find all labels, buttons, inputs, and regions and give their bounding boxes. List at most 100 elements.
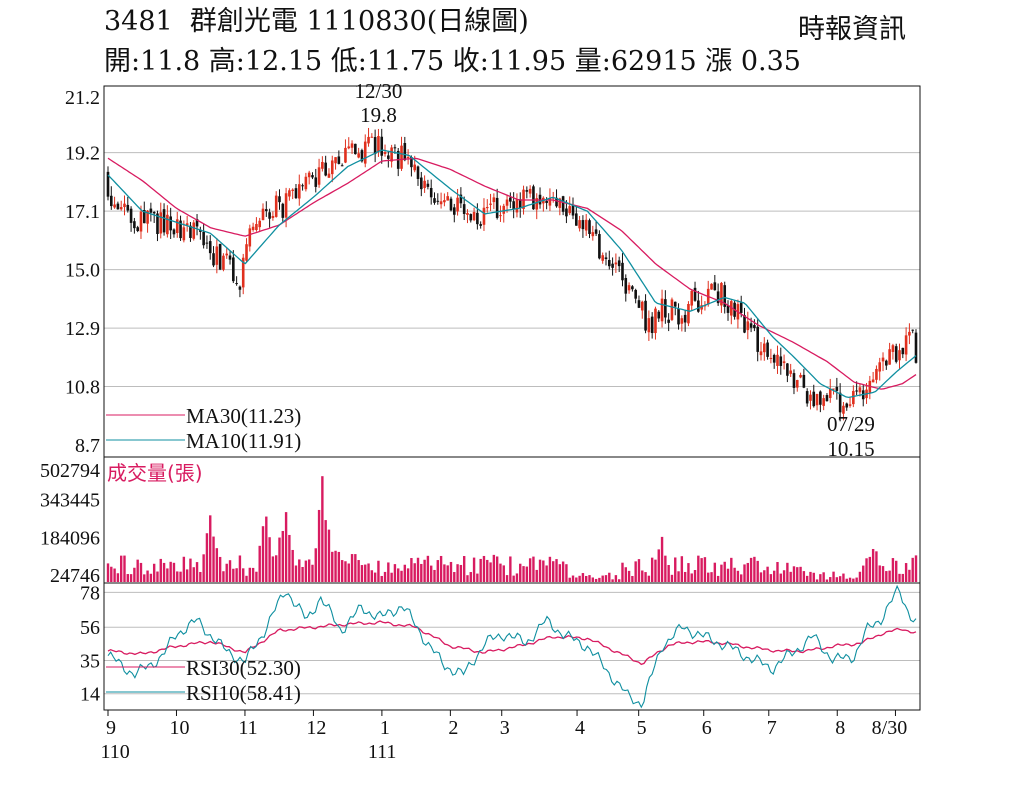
volume-bar <box>400 570 403 582</box>
candle-body <box>838 392 842 413</box>
candle-body <box>251 226 255 230</box>
volume-bar <box>885 571 888 582</box>
candle-body <box>594 229 598 234</box>
candle-body <box>904 335 908 355</box>
candle-body <box>350 143 354 148</box>
candle-body <box>670 299 674 320</box>
candle-body <box>799 374 802 378</box>
volume-bar <box>294 565 298 582</box>
candle-body <box>169 216 172 231</box>
candle-body <box>515 199 519 213</box>
volume-bar <box>176 571 179 582</box>
candle-body <box>631 286 634 290</box>
candle-body <box>898 350 901 361</box>
volume-bar <box>561 561 565 582</box>
volume-bar <box>430 565 433 582</box>
candle-body <box>162 209 166 233</box>
volume-bar <box>908 569 911 582</box>
volume-bar <box>535 569 538 582</box>
volume-bar <box>802 571 806 582</box>
volume-bar <box>482 555 486 582</box>
volume-bar <box>159 558 162 582</box>
candle-body <box>410 157 413 168</box>
candle-body <box>278 196 281 203</box>
volume-bar <box>753 556 756 582</box>
volume-bar <box>489 562 492 582</box>
volume-bar <box>614 575 618 582</box>
volume-bar <box>740 574 743 582</box>
price-ytick-label: 12.9 <box>65 318 100 340</box>
volume-bar <box>644 572 647 582</box>
candle-body <box>647 318 651 333</box>
volume-bar <box>172 562 176 582</box>
stock-name: 群創光電 <box>189 6 298 37</box>
candle-body <box>109 195 113 207</box>
year-label: 110 <box>100 741 129 763</box>
legend-ma10: MA10(11.91) <box>186 429 301 453</box>
candle-body <box>479 224 482 226</box>
volume-bar <box>311 564 314 582</box>
volume-bar <box>331 551 334 582</box>
volume-bar <box>700 558 703 582</box>
chart-header-title: 3481 群創光電 1110830(日線圖) <box>104 6 529 38</box>
candle-body <box>340 165 344 167</box>
candle-body <box>776 354 779 366</box>
volume-bar <box>218 556 222 582</box>
volume-bar <box>439 555 443 582</box>
volume-bar <box>697 555 700 582</box>
candle-body <box>311 175 314 178</box>
volume-bar <box>462 556 466 582</box>
volume-bar <box>693 570 697 582</box>
candle-body <box>852 390 855 405</box>
volume-bar <box>604 575 608 582</box>
volume-bar <box>265 516 268 582</box>
candle-body <box>871 379 875 383</box>
candle-body <box>363 141 367 164</box>
candle-body <box>195 219 199 227</box>
volume-bar <box>585 575 588 582</box>
candle-body <box>136 227 139 232</box>
candle-body <box>268 212 271 219</box>
candle-body <box>360 150 364 162</box>
volume-bar <box>723 561 726 582</box>
candle-body <box>591 232 595 237</box>
volume-bar <box>235 568 238 582</box>
grid-lines <box>104 152 920 695</box>
volume-bar <box>261 526 265 582</box>
volume-bar <box>370 570 374 582</box>
volume-bar <box>670 574 674 582</box>
volume-bar <box>845 578 848 582</box>
month-label: 1 <box>380 717 390 739</box>
candle-body <box>212 253 215 266</box>
candle-body <box>518 199 522 209</box>
candle-body <box>762 343 766 353</box>
candle-body <box>317 167 321 185</box>
volume-bar <box>271 556 275 582</box>
candle-body <box>812 391 816 407</box>
volume-bar <box>746 562 750 582</box>
volume-bar <box>251 567 255 582</box>
candle-body <box>690 290 694 306</box>
volume-bar <box>786 562 789 582</box>
chart-kind: (日線圖) <box>426 6 529 37</box>
candle-body <box>202 231 205 246</box>
candle-body <box>274 195 278 217</box>
volume-bar <box>222 571 225 582</box>
candle-body <box>146 210 149 224</box>
volume-bar <box>143 574 146 582</box>
ohlc-summary: 開:11.8 高:12.15 低:11.75 收:11.95 量:62915 漲… <box>104 46 801 77</box>
rsi-panel <box>107 584 917 709</box>
month-label: 2 <box>448 717 458 739</box>
volume-bar <box>199 571 202 582</box>
volume-bar <box>772 570 776 582</box>
candle-body <box>344 147 347 163</box>
candle-body <box>337 156 341 164</box>
candle-body <box>779 356 783 366</box>
volume-bar <box>255 571 258 582</box>
candle-body <box>232 257 235 282</box>
candle-body <box>420 177 423 190</box>
candle-body <box>855 390 858 392</box>
candle-body <box>426 183 430 187</box>
candle-body <box>166 214 169 235</box>
annotation-low-date: 07/29 <box>827 412 875 436</box>
